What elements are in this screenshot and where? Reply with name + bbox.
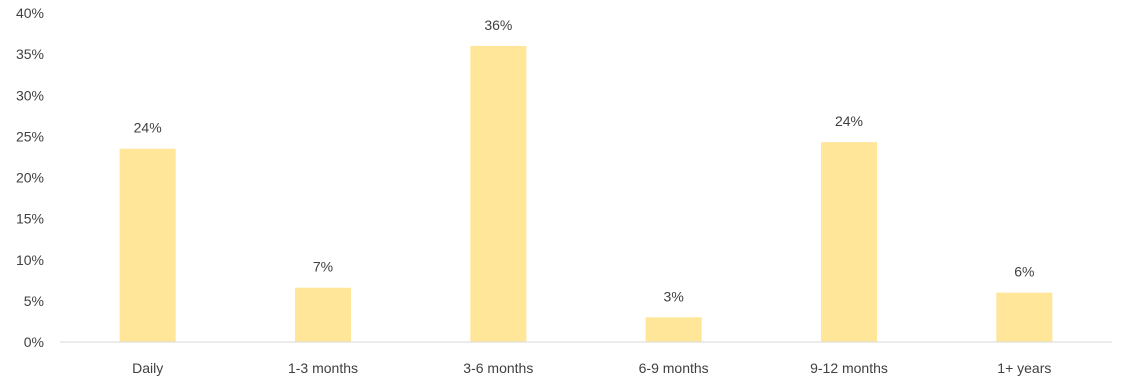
category-labels: Daily 1-3 months 3-6 months 6-9 months 9-12 … <box>132 360 1051 376</box>
bars <box>119 45 1053 343</box>
x-tick-label: 1+ years <box>997 360 1051 376</box>
y-tick-label: 35% <box>16 46 44 62</box>
data-label: 7% <box>313 259 333 275</box>
data-label: 36% <box>484 17 512 33</box>
y-tick-label: 5% <box>24 293 44 309</box>
y-axis-ticks: 0% 5% 10% 15% 20% 25% 30% 35% 40% <box>16 5 44 350</box>
y-tick-label: 10% <box>16 252 44 268</box>
x-tick-label: Daily <box>132 360 163 376</box>
bar <box>821 142 877 342</box>
y-tick-label: 15% <box>16 211 44 227</box>
data-label: 24% <box>835 113 863 129</box>
y-tick-label: 25% <box>16 128 44 144</box>
data-labels: 24% 7% 36% 3% 24% 6% <box>134 17 1035 304</box>
y-tick-label: 20% <box>16 170 44 186</box>
x-tick-label: 6-9 months <box>639 360 709 376</box>
bar <box>996 292 1053 342</box>
x-tick-label: 1-3 months <box>288 360 358 376</box>
bar <box>470 45 527 343</box>
y-tick-label: 30% <box>16 87 44 103</box>
y-tick-label: 0% <box>24 334 44 350</box>
data-label: 3% <box>664 288 684 304</box>
bar <box>295 287 351 342</box>
data-label: 24% <box>134 120 162 136</box>
x-tick-label: 3-6 months <box>463 360 533 376</box>
bar <box>645 317 702 342</box>
bar <box>119 148 176 342</box>
data-label: 6% <box>1014 264 1034 280</box>
x-tick-label: 9-12 months <box>810 360 888 376</box>
y-tick-label: 40% <box>16 5 44 21</box>
